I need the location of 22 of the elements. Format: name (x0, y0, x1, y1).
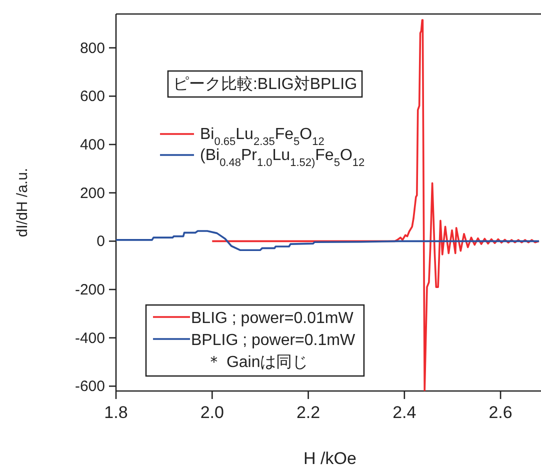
y-tick-label: -600 (74, 378, 105, 396)
x-tick-label: 1.8 (104, 403, 128, 422)
x-axis-title: H /kOe (304, 449, 356, 468)
x-tick-label: 2.0 (200, 403, 224, 422)
y-tick-label: 200 (80, 184, 105, 202)
annotation: BPLIG ; power=0.1mW (191, 332, 356, 349)
annotation: ＊ Gainは同じ (206, 354, 308, 371)
text: ピーク比較:BLIG対BPLIG (172, 75, 358, 93)
y-tick-label: -400 (74, 330, 105, 347)
line-series (116, 230, 540, 252)
y-tick-label: 0 (96, 233, 105, 250)
x-tick-label: 2.6 (488, 403, 512, 422)
y-axis-title: dI/dH /a.u. (14, 168, 31, 238)
x-tick-label: 2.4 (392, 403, 416, 422)
y-tick-label: 600 (80, 88, 105, 106)
y-tick-label: 400 (80, 136, 105, 154)
legend-label: Bi$_{0.65}$Lu$_{2.35}$Fe$_{5}$O$_{12}$ (200, 126, 324, 148)
text: (Bi$_{0.48}$Pr$_{1.0}$Lu$_{1.52)}$Fe$_{5}$O$_{12}$ (200, 147, 365, 169)
y-tick-label: -200 (74, 282, 105, 298)
annotation: BLIG ; power=0.01mW (191, 310, 354, 327)
x-tick-label: 2.2 (296, 403, 320, 422)
y-tick-label: 800 (80, 40, 105, 57)
